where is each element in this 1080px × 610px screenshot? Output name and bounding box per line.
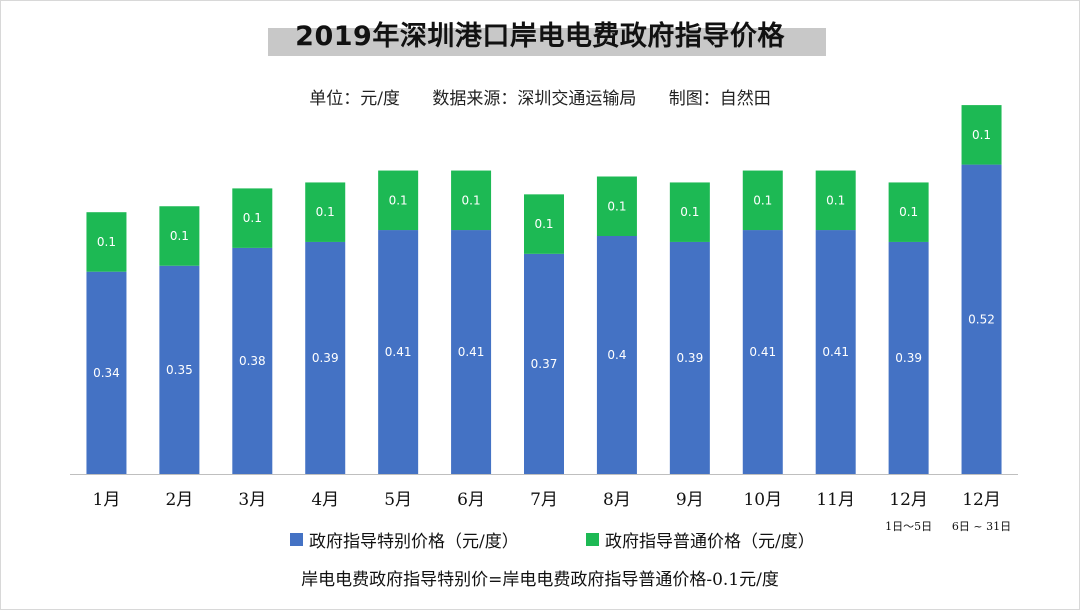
x-tick-label-2: 2月 [165, 490, 193, 510]
chart-subtitle: 单位：元/度 数据来源：深圳交通运输局 制图：自然田 [309, 89, 771, 109]
data-label-special-1: 0.34 [93, 366, 120, 380]
bar-normal-8 [596, 176, 637, 236]
x-tick-sublabel-12: 1日～5日 [885, 520, 932, 533]
data-label-normal-5: 0.1 [389, 193, 408, 207]
data-label-special-9: 0.39 [676, 351, 703, 365]
x-tick-label-11: 11月 [816, 490, 855, 510]
x-tick-label-3: 3月 [238, 490, 266, 510]
bar-normal-11 [815, 170, 856, 231]
data-label-normal-1: 0.1 [97, 235, 116, 249]
bar-normal-6 [451, 170, 492, 231]
data-label-normal-9: 0.1 [680, 205, 699, 219]
legend-label-special: 政府指导特别价格（元/度） [309, 532, 519, 552]
x-tick-label-10: 10月 [743, 490, 782, 510]
x-tick-label-6: 6月 [457, 490, 485, 510]
x-tick-label-12: 12月 [889, 490, 928, 510]
data-label-normal-8: 0.1 [607, 199, 626, 213]
legend-label-normal: 政府指导普通价格（元/度） [605, 532, 815, 552]
bar-special-13 [961, 164, 1002, 474]
chart-title: 2019年深圳港口岸电电费政府指导价格 [295, 21, 785, 52]
bar-special-3 [232, 247, 273, 474]
x-tick-label-9: 9月 [676, 490, 704, 510]
x-tick-label-7: 7月 [530, 490, 558, 510]
bar-special-7 [524, 253, 564, 474]
bar-special-2 [159, 265, 200, 474]
data-label-special-10: 0.41 [749, 345, 776, 359]
data-label-special-13: 0.52 [968, 312, 995, 326]
bar-normal-2 [159, 206, 200, 266]
bar-normal-10 [742, 170, 783, 231]
legend-swatch-normal [586, 533, 599, 546]
bar-special-8 [596, 236, 637, 474]
title-background [268, 28, 826, 56]
bar-special-5 [378, 230, 419, 474]
data-label-special-6: 0.41 [458, 345, 485, 359]
data-label-normal-13: 0.1 [972, 128, 991, 142]
data-label-special-3: 0.38 [239, 354, 266, 368]
bar-normal-5 [378, 170, 419, 231]
x-tick-label-4: 4月 [311, 490, 339, 510]
data-label-normal-4: 0.1 [316, 205, 335, 219]
data-label-special-11: 0.41 [822, 345, 849, 359]
bar-special-1 [86, 271, 127, 474]
bar-normal-7 [524, 194, 564, 254]
x-tick-label-13: 12月 [962, 490, 1001, 510]
bar-special-6 [451, 230, 492, 474]
x-tick-label-5: 5月 [384, 490, 412, 510]
bar-normal-12 [888, 182, 929, 242]
data-label-normal-7: 0.1 [534, 217, 553, 231]
bar-normal-9 [669, 182, 710, 242]
data-label-special-2: 0.35 [166, 363, 193, 377]
data-label-special-7: 0.37 [531, 357, 558, 371]
data-label-normal-12: 0.1 [899, 205, 918, 219]
bar-special-4 [305, 241, 346, 474]
data-label-special-12: 0.39 [895, 351, 922, 365]
legend-item-normal-price: 政府指导普通价格（元/度） [586, 527, 815, 552]
data-label-normal-10: 0.1 [753, 193, 772, 207]
bar-normal-1 [86, 212, 127, 272]
data-label-special-5: 0.41 [385, 345, 412, 359]
bar-special-12 [888, 241, 929, 474]
x-tick-label-8: 8月 [603, 490, 631, 510]
data-label-normal-3: 0.1 [243, 211, 262, 225]
data-label-normal-11: 0.1 [826, 193, 845, 207]
x-tick-label-1: 1月 [93, 490, 121, 510]
data-label-special-4: 0.39 [312, 351, 339, 365]
bar-normal-3 [232, 188, 273, 248]
legend-swatch-special [290, 533, 303, 546]
bar-special-11 [815, 230, 856, 474]
data-label-special-8: 0.4 [607, 348, 626, 362]
x-tick-sublabel-13: 6日 ~ 31日 [952, 520, 1011, 533]
data-label-normal-6: 0.1 [462, 193, 481, 207]
legend-item-special-price: 政府指导特别价格（元/度） [290, 527, 519, 552]
bar-normal-13 [961, 105, 1002, 165]
chart-footnote: 岸电电费政府指导特别价=岸电电费政府指导普通价格-0.1元/度 [301, 570, 779, 590]
bar-special-9 [669, 241, 710, 474]
bar-normal-4 [305, 182, 346, 242]
data-label-normal-2: 0.1 [170, 229, 189, 243]
bar-special-10 [742, 230, 783, 474]
